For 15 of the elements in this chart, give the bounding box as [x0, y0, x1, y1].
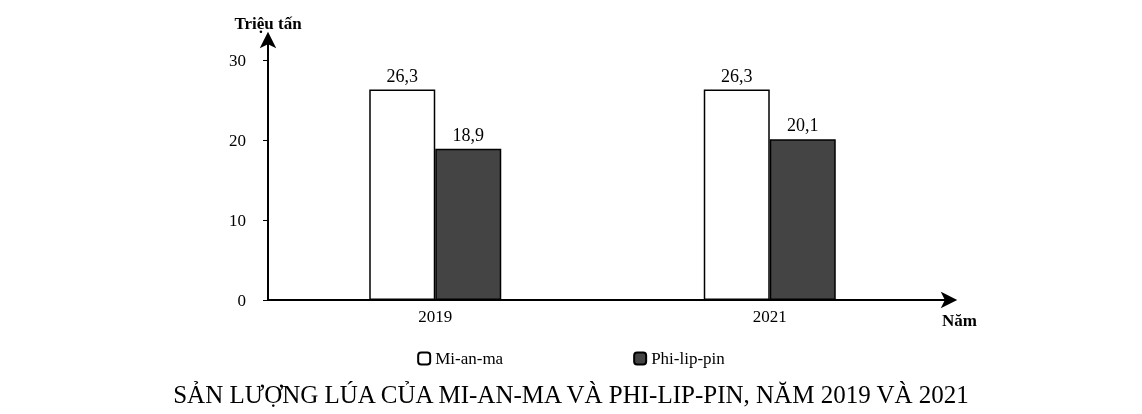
y-tick-label: 10 [229, 210, 246, 230]
x-tick-label: 2021 [752, 307, 787, 326]
text: SẢN LƯỢNG LÚA CỦA MI-AN-MA VÀ PHI-LIP-PIN, NĂM 2019 VÀ 2021 [173, 381, 969, 408]
y-tick-label: 30 [229, 50, 246, 70]
x-tick-label: 2019 [418, 307, 453, 326]
legend-label: Phi-lip-pin [651, 349, 726, 368]
y-tick-label: 20 [229, 130, 246, 150]
x-axis-title: Năm [942, 311, 977, 330]
y-tick-label: 0 [237, 290, 246, 310]
data-label: 26,3 [721, 65, 753, 86]
data-label: 18,9 [452, 124, 484, 145]
legend-label: Mi-an-ma [435, 349, 504, 368]
data-label: 26,3 [386, 65, 418, 86]
data-label: 20,1 [787, 115, 819, 136]
y-axis-title: Triệu tấn [234, 14, 303, 33]
